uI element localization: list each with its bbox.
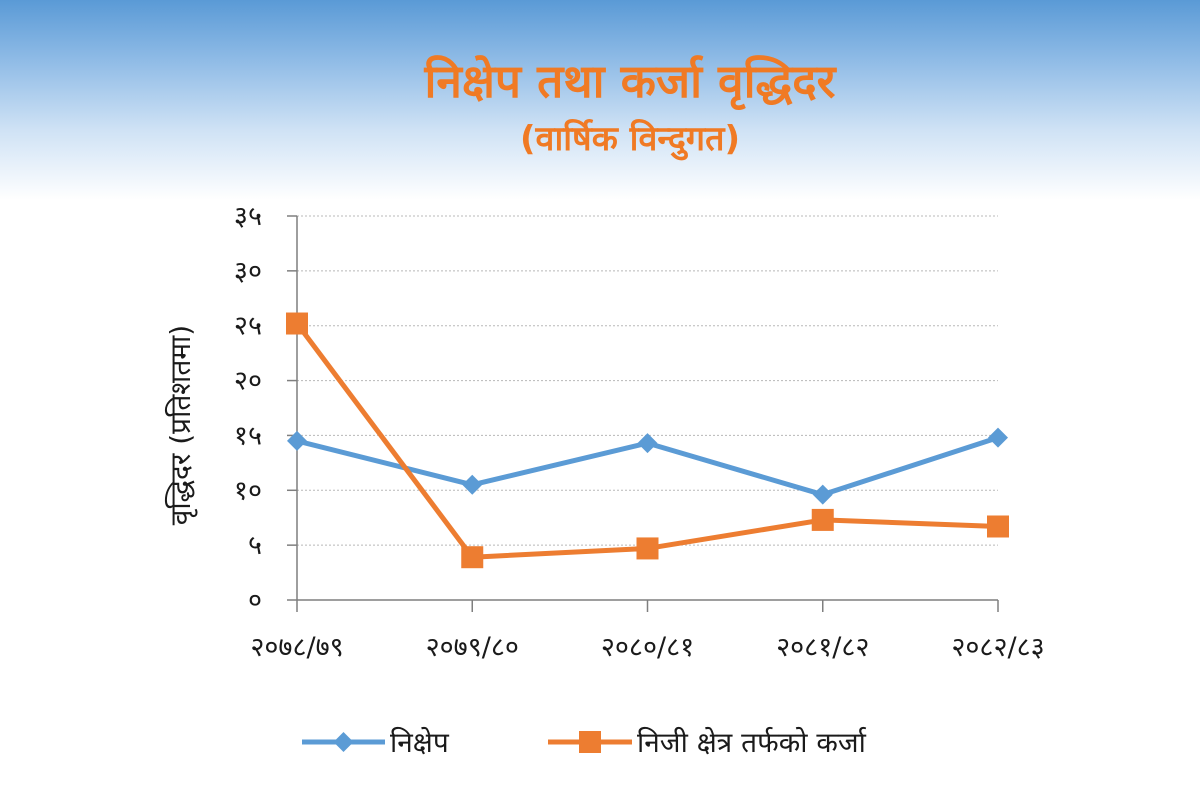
y-tick-label: २५: [234, 311, 262, 342]
legend-item: निक्षेप: [302, 726, 450, 759]
data-point: [811, 508, 834, 531]
series-2: [286, 312, 1009, 569]
x-tick-label: २०८०/८१: [601, 632, 694, 663]
data-point: [812, 484, 833, 505]
x-tick-label: २०७९/८०: [426, 632, 519, 663]
x-tick-label: २०८२/८३: [951, 632, 1044, 663]
y-axis-title: वृद्धिदर (प्रतिशतमा): [164, 325, 198, 525]
data-point: [462, 474, 483, 495]
data-point: [286, 312, 308, 335]
x-tick-label: २०७८/७९: [250, 632, 343, 663]
axes: [287, 215, 999, 612]
y-tick-labels: ० ५ १० १५ २० २५ ३० ३५: [234, 201, 262, 616]
y-tick-label: २०: [234, 366, 262, 397]
y-tick-label: ३०: [234, 256, 262, 287]
chart-title: निक्षेप तथा कर्जा वृद्धिदर: [424, 54, 838, 111]
series-plot-area: [286, 312, 1009, 569]
y-tick-label: १०: [234, 475, 262, 506]
legend-marker: [579, 731, 601, 753]
gridlines: [297, 215, 998, 546]
data-point: [461, 546, 484, 569]
legend-item: निजी क्षेत्र तर्फको कर्जा: [548, 726, 867, 759]
legend-label: निजी क्षेत्र तर्फको कर्जा: [637, 726, 867, 759]
legend: निक्षेप निजी क्षेत्र तर्फको कर्जा: [302, 726, 867, 759]
y-tick-label: ३५: [234, 201, 262, 232]
data-point: [287, 430, 307, 451]
data-point: [987, 515, 1009, 538]
data-point: [637, 433, 658, 454]
data-point: [988, 427, 1008, 448]
y-tick-label: ५: [248, 530, 262, 561]
legend-marker: [333, 732, 354, 752]
x-tick-labels: २०७८/७९ २०७९/८० २०८०/८१ २०८१/८२ २०८२/८३: [250, 632, 1044, 663]
chart-subtitle: (वार्षिक विन्दुगत): [520, 118, 740, 161]
legend-label: निक्षेप: [390, 726, 450, 759]
y-tick-label: १५: [234, 420, 262, 451]
y-tick-label: ०: [248, 585, 262, 616]
series-1: [287, 427, 1008, 505]
x-tick-label: २०८१/८२: [776, 632, 869, 663]
data-point: [636, 537, 659, 560]
